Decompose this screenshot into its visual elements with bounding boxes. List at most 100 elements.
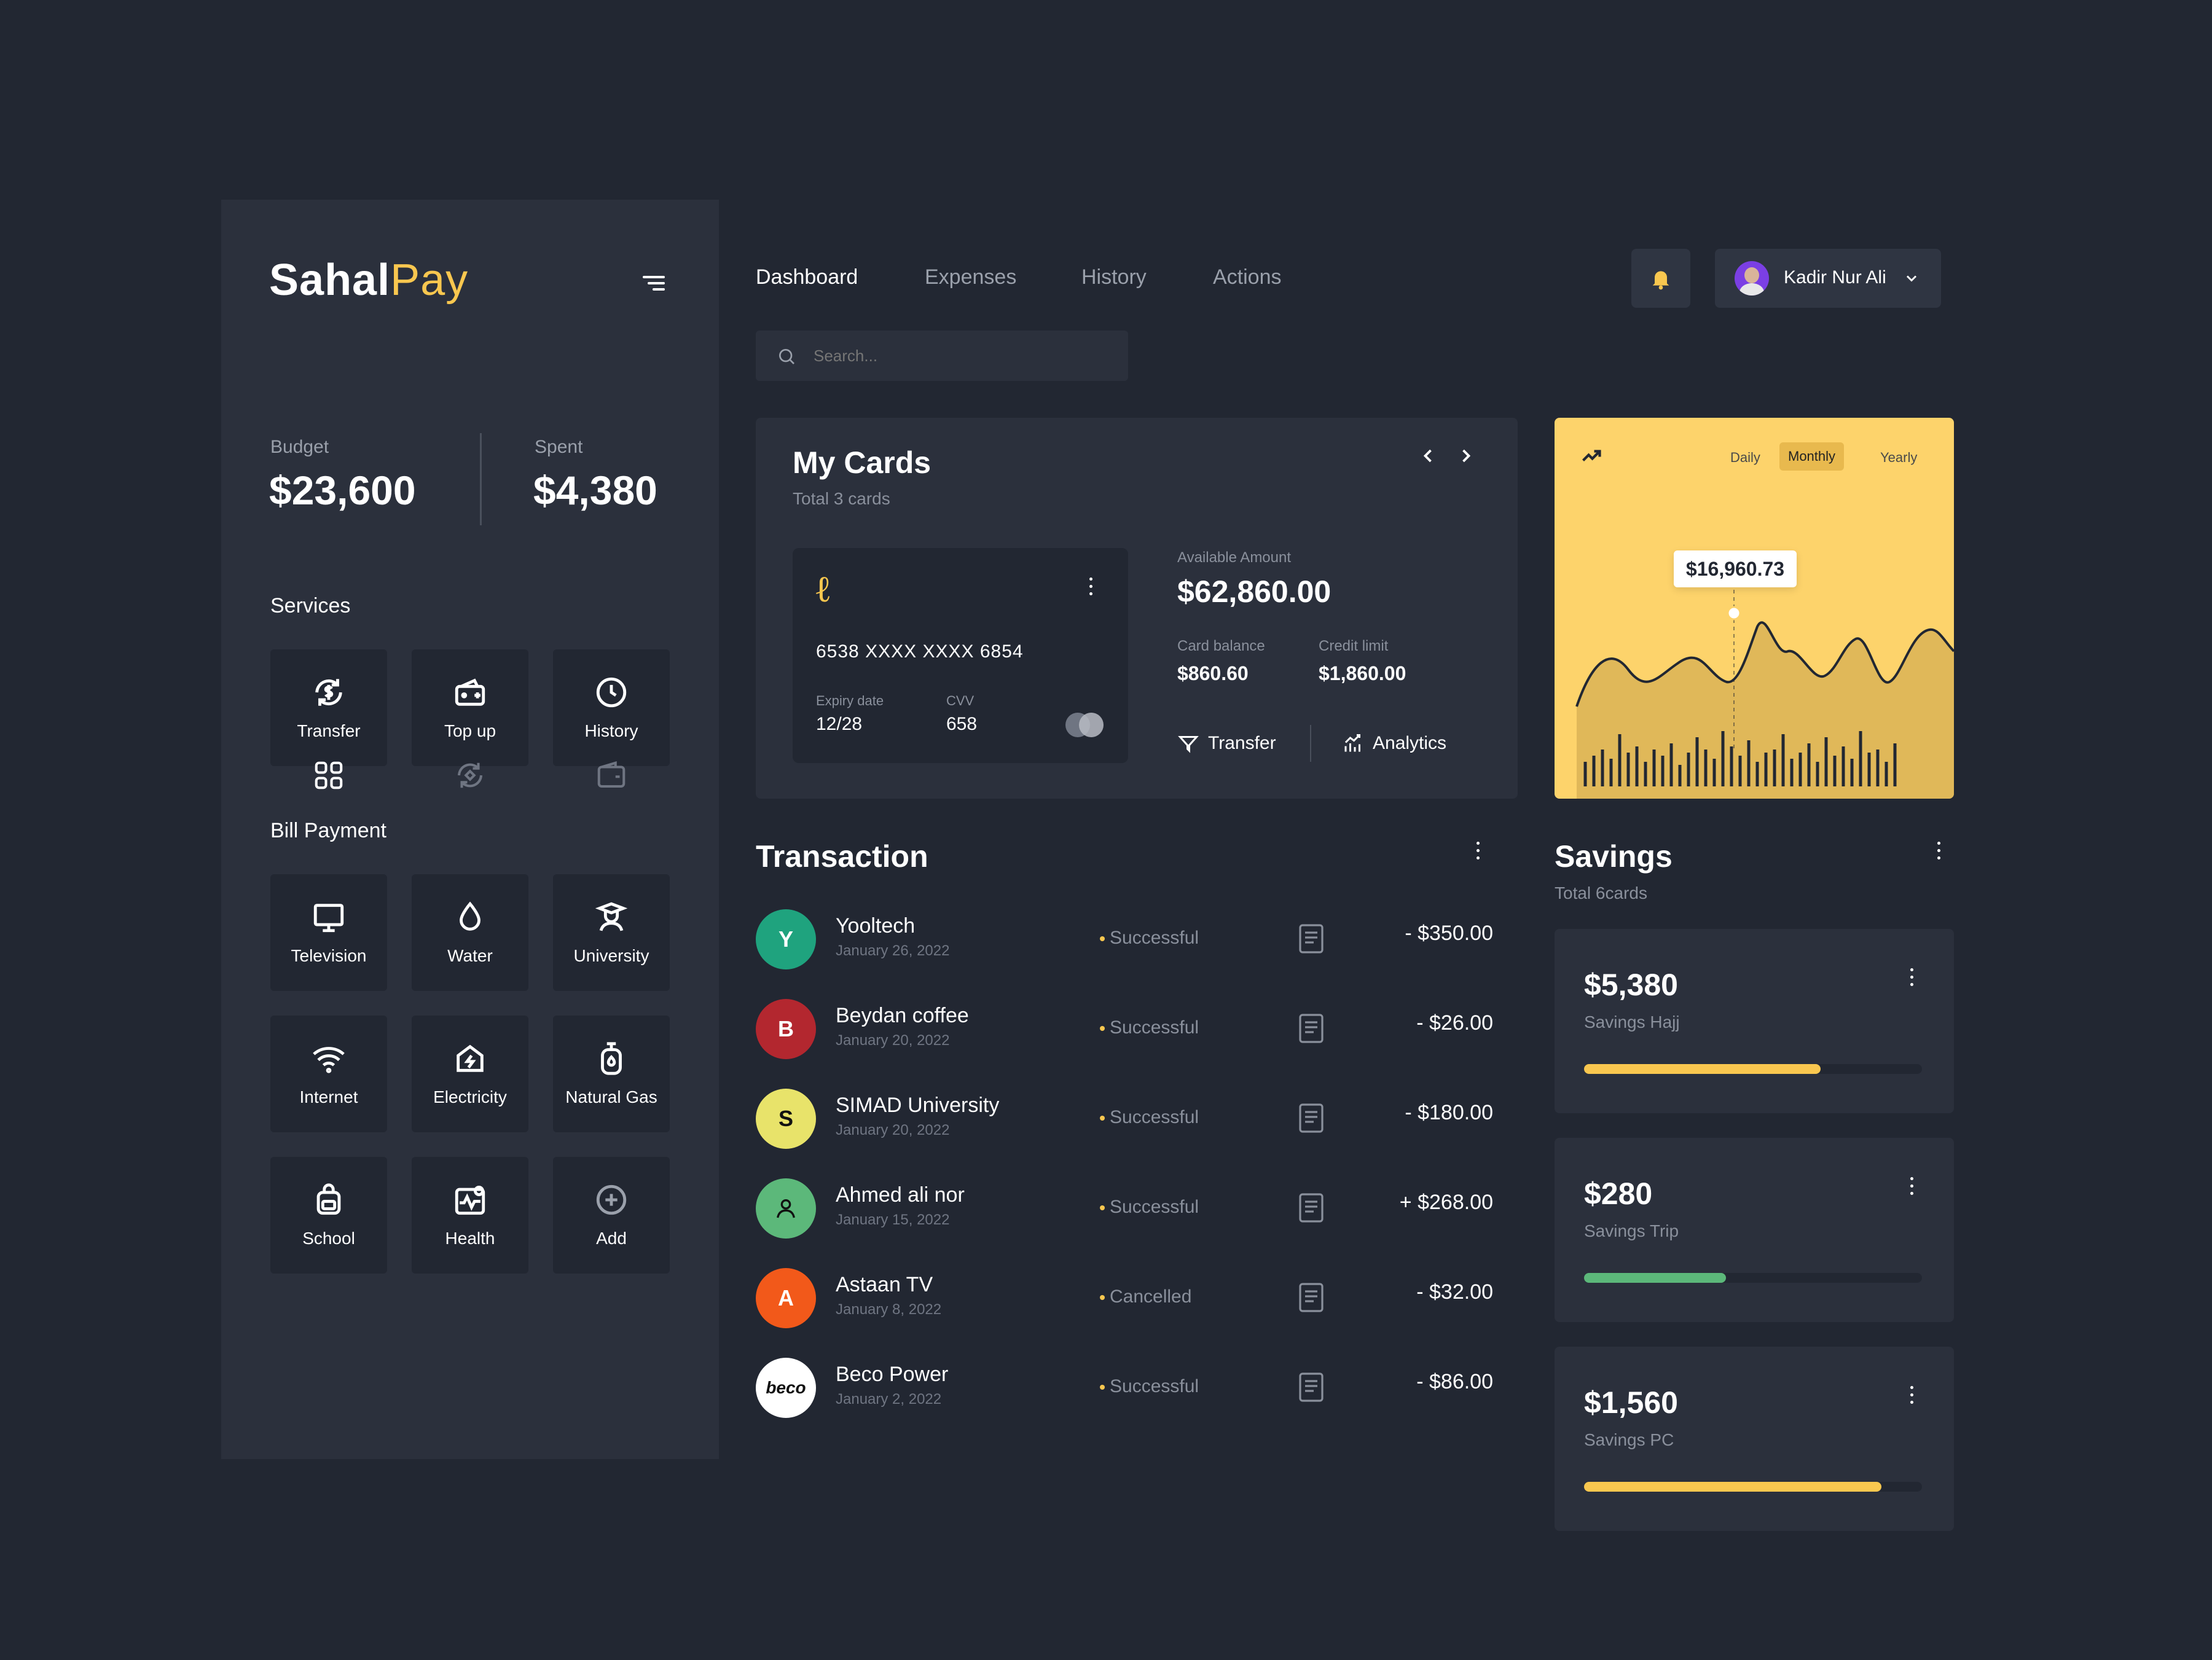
- my-cards-panel: My Cards Total 3 cards ℓ 6538 XXXX XXXX …: [756, 418, 1518, 799]
- bill-natural-gas[interactable]: Natural Gas: [553, 1016, 670, 1132]
- progress-fill: [1584, 1064, 1821, 1074]
- transaction-amount: + $268.00: [1399, 1191, 1493, 1214]
- user-menu[interactable]: Kadir Nur Ali: [1715, 249, 1941, 308]
- credit-card[interactable]: ℓ 6538 XXXX XXXX 6854 Expiry date 12/28 …: [793, 548, 1128, 763]
- chart-tooltip: $16,960.73: [1674, 550, 1797, 587]
- merchant-logo-icon: beco: [756, 1358, 816, 1418]
- bill-electricity[interactable]: Electricity: [412, 1016, 528, 1132]
- transaction-row[interactable]: Ahmed ali nor January 15, 2022 Successfu…: [756, 1178, 1493, 1240]
- service-history[interactable]: History: [553, 649, 670, 766]
- brand-name-left: Sahal: [269, 256, 391, 305]
- receipt-icon[interactable]: [1296, 1012, 1326, 1044]
- service-transfer[interactable]: Transfer: [270, 649, 387, 766]
- analytics-button[interactable]: Analytics: [1342, 730, 1446, 757]
- more-icon[interactable]: [1908, 1386, 1915, 1408]
- tab-dashboard[interactable]: Dashboard: [756, 265, 858, 289]
- wallet-icon[interactable]: [595, 759, 628, 792]
- card-number: 6538 XXXX XXXX 6854: [816, 641, 1024, 662]
- more-icon[interactable]: [1908, 1177, 1915, 1199]
- bill-television[interactable]: Television: [270, 874, 387, 991]
- notification-button[interactable]: [1631, 249, 1690, 308]
- savings-card[interactable]: $1,560 Savings PC: [1555, 1347, 1954, 1531]
- divider: [480, 433, 482, 525]
- status-badge: Successful: [1100, 928, 1199, 949]
- bill-water[interactable]: Water: [412, 874, 528, 991]
- tab-expenses[interactable]: Expenses: [925, 265, 1017, 289]
- area-chart: [1575, 590, 1954, 799]
- chart-tab-yearly[interactable]: Yearly: [1880, 450, 1918, 465]
- more-icon[interactable]: [1088, 577, 1094, 600]
- transaction-row[interactable]: B Beydan coffee January 20, 2022 Success…: [756, 999, 1493, 1060]
- brand-name-right: Pay: [390, 256, 469, 305]
- savings-card[interactable]: $5,380 Savings Hajj: [1555, 929, 1954, 1113]
- search-box[interactable]: [756, 331, 1128, 381]
- transaction-title: Transaction: [756, 839, 928, 874]
- bill-health[interactable]: Health: [412, 1157, 528, 1274]
- transaction-amount: - $32.00: [1416, 1280, 1493, 1304]
- transfer-button[interactable]: Transfer: [1177, 730, 1276, 757]
- merchant-name: Yooltech: [836, 914, 916, 938]
- tooltip-value: $16,960.73: [1685, 557, 1785, 580]
- transaction-row[interactable]: Y Yooltech January 26, 2022 Successful -…: [756, 909, 1493, 971]
- transaction-row[interactable]: A Astaan TV January 8, 2022 Cancelled - …: [756, 1268, 1493, 1329]
- health-icon: [455, 1186, 485, 1215]
- available-label: Available Amount: [1177, 549, 1292, 566]
- bill-label: Water: [447, 946, 493, 965]
- transaction-date: January 2, 2022: [836, 1391, 942, 1407]
- limit-label: Credit limit: [1319, 638, 1389, 654]
- analytics-icon: [1344, 734, 1360, 752]
- tab-history[interactable]: History: [1081, 265, 1147, 289]
- more-icon[interactable]: [1475, 842, 1481, 864]
- chart-tab-daily[interactable]: Daily: [1730, 450, 1760, 465]
- transaction-amount: - $350.00: [1405, 922, 1493, 945]
- status-badge: Cancelled: [1100, 1286, 1191, 1307]
- wallet-plus-icon: [455, 678, 485, 706]
- grid-icon[interactable]: [312, 759, 345, 792]
- cvv-label: CVV: [946, 693, 975, 708]
- chart-tab-monthly[interactable]: Monthly: [1779, 442, 1845, 471]
- receipt-icon[interactable]: [1296, 1371, 1326, 1403]
- cards-title: My Cards: [793, 445, 931, 480]
- merchant-name: Beco Power: [836, 1363, 949, 1386]
- sidebar: SahalPay Budget $23,600 Spent $4,380 Ser…: [221, 200, 719, 1459]
- transaction-date: January 26, 2022: [836, 942, 950, 959]
- more-icon[interactable]: [1908, 968, 1915, 990]
- bill-internet[interactable]: Internet: [270, 1016, 387, 1132]
- receipt-icon[interactable]: [1296, 1192, 1326, 1224]
- card-logo-icon: ℓ: [816, 568, 830, 611]
- service-topup[interactable]: Top up: [412, 649, 528, 766]
- menu-icon[interactable]: [643, 272, 665, 294]
- bill-label: School: [302, 1229, 355, 1248]
- transaction-date: January 20, 2022: [836, 1122, 950, 1138]
- tab-actions[interactable]: Actions: [1213, 265, 1282, 289]
- savings-name: Savings Trip: [1584, 1221, 1679, 1240]
- brand-logo: SahalPay: [269, 255, 468, 305]
- chevron-left-icon[interactable]: [1417, 445, 1439, 467]
- status-badge: Successful: [1100, 1376, 1199, 1397]
- transaction-row[interactable]: beco Beco Power January 2, 2022 Successf…: [756, 1358, 1493, 1419]
- chevron-right-icon[interactable]: [1455, 445, 1477, 467]
- savings-card[interactable]: $280 Savings Trip: [1555, 1138, 1954, 1322]
- merchant-logo-icon: Y: [756, 909, 816, 969]
- bill-school[interactable]: School: [270, 1157, 387, 1274]
- status-badge: Successful: [1100, 1017, 1199, 1038]
- bill-add[interactable]: Add: [553, 1157, 670, 1274]
- spent-value: $4,380: [533, 468, 657, 513]
- more-icon[interactable]: [1936, 842, 1942, 864]
- search-input[interactable]: [814, 342, 1108, 370]
- bill-university[interactable]: University: [553, 874, 670, 991]
- exchange-icon[interactable]: [453, 759, 487, 792]
- receipt-icon[interactable]: [1296, 1282, 1326, 1314]
- transaction-date: January 15, 2022: [836, 1212, 950, 1228]
- transaction-row[interactable]: S SIMAD University January 20, 2022 Succ…: [756, 1089, 1493, 1150]
- balance-value: $860.60: [1177, 662, 1249, 684]
- trend-up-icon: [1582, 450, 1601, 461]
- power-house-icon: [457, 1044, 484, 1072]
- receipt-icon[interactable]: [1296, 923, 1326, 955]
- backpack-icon: [316, 1183, 341, 1215]
- merchant-logo-icon: A: [756, 1268, 816, 1328]
- bill-payment-title: Bill Payment: [270, 819, 386, 842]
- merchant-name: SIMAD University: [836, 1094, 1000, 1117]
- status-badge: Successful: [1100, 1197, 1199, 1218]
- receipt-icon[interactable]: [1296, 1102, 1326, 1134]
